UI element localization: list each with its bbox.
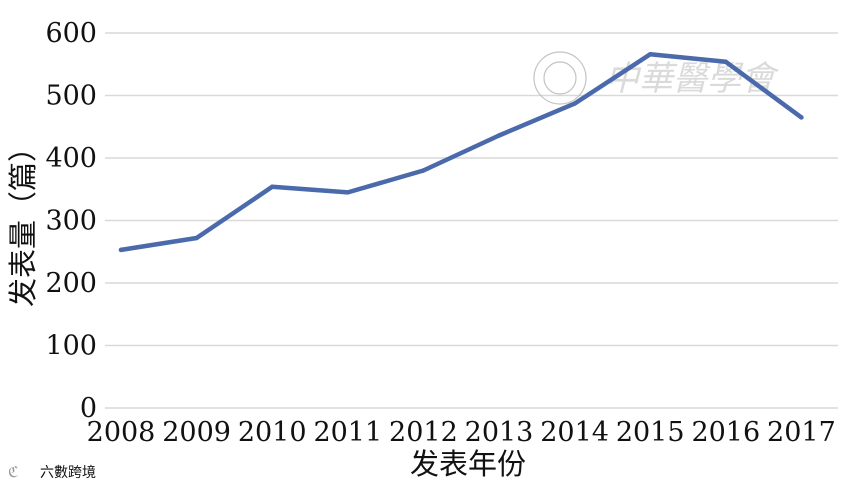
x-tick-label: 2010 [238,417,307,448]
y-tick-labels: 0 100 200 300 400 500 600 [45,18,97,424]
x-tick-label: 2012 [389,417,458,448]
y-tick-label: 600 [45,18,97,49]
data-point-2013 [496,133,502,138]
x-tick-label: 2009 [162,417,231,448]
x-tick-label: 2015 [616,417,685,448]
data-point-2017 [799,115,804,120]
y-tick-label: 500 [45,81,97,112]
data-point-2012 [421,168,426,173]
x-axis-title: 发表年份 [410,447,526,481]
y-tick-label: 300 [45,206,97,237]
x-tick-label: 2008 [87,417,156,448]
data-point-2009 [194,235,199,241]
corner-watermark: ℭ 六數跨境 [8,463,96,481]
data-point-2014 [572,101,577,106]
corner-watermark-text: 六數跨境 [40,465,96,481]
corner-watermark-icon: ℭ [8,463,19,481]
data-point-2011 [345,190,350,195]
x-tick-label: 2014 [540,417,609,448]
x-tick-label: 2017 [767,417,836,448]
y-axis-title: 发表量（篇） [6,133,40,307]
series-line [118,52,804,253]
data-point-2008 [118,247,124,253]
y-tick-label: 200 [45,268,97,299]
y-tick-label: 400 [45,143,97,174]
y-tick-label: 100 [45,331,97,362]
x-tick-label: 2013 [465,417,534,448]
y-tick-label: 0 [80,393,97,424]
watermark-emblem [533,51,587,105]
grid-lines [105,32,838,409]
x-tick-label: 2016 [691,417,760,448]
x-tick-labels: 2008 2009 2010 2011 2012 2013 2014 2015 2016 2017 [87,417,836,448]
data-point-2010 [270,184,275,189]
data-points [118,52,804,253]
x-tick-label: 2011 [313,417,382,448]
data-point-2015 [648,52,653,57]
data-point-2016 [723,59,728,64]
